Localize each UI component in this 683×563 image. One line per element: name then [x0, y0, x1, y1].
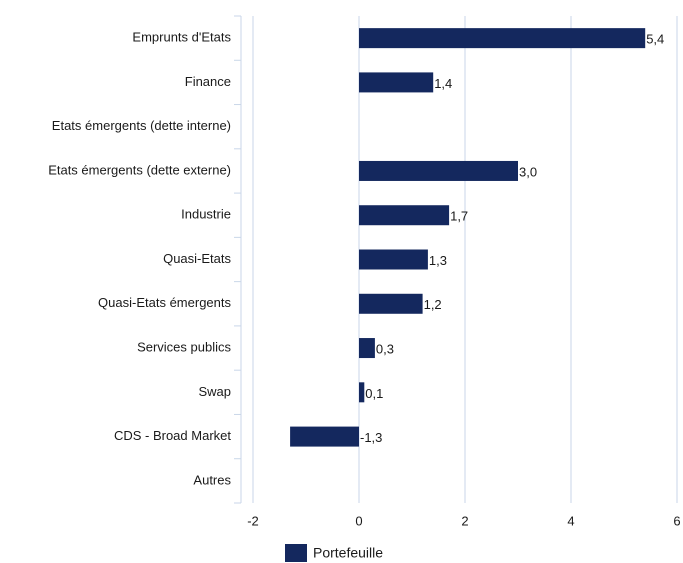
- value-label: 1,4: [434, 76, 452, 91]
- y-tick-label: Finance: [185, 74, 231, 89]
- y-tick-label: Swap: [198, 384, 231, 399]
- bar: [359, 249, 428, 270]
- bar: [359, 28, 646, 49]
- value-label: -1,3: [360, 430, 382, 445]
- y-tick-label: Etats émergents (dette externe): [48, 162, 231, 177]
- value-label: 0,3: [376, 341, 394, 356]
- y-tick-label: Services publics: [137, 339, 231, 354]
- x-tick-label: 4: [567, 513, 574, 528]
- legend-label: Portefeuille: [313, 545, 383, 561]
- bar: [290, 426, 359, 447]
- bar: [359, 338, 375, 359]
- value-label: 5,4: [646, 32, 664, 47]
- legend-swatch: [285, 544, 307, 562]
- value-label: 1,3: [429, 253, 447, 268]
- y-tick-label: Autres: [193, 472, 231, 487]
- y-tick-label: Quasi-Etats émergents: [98, 295, 231, 310]
- bar: [359, 293, 423, 314]
- y-tick-label: Quasi-Etats: [163, 251, 231, 266]
- value-label: 3,0: [519, 164, 537, 179]
- y-tick-label: Emprunts d'Etats: [132, 30, 231, 45]
- bar: [359, 205, 450, 226]
- value-label: 0,1: [365, 386, 383, 401]
- bar: [359, 382, 365, 403]
- value-label: 1,2: [424, 297, 442, 312]
- value-label: 1,7: [450, 209, 468, 224]
- y-tick-label: Industrie: [181, 207, 231, 222]
- x-tick-label: 0: [355, 513, 362, 528]
- y-tick-label: CDS - Broad Market: [114, 428, 231, 443]
- x-tick-label: -2: [247, 513, 259, 528]
- x-tick-label: 6: [673, 513, 680, 528]
- y-tick-label: Etats émergents (dette interne): [52, 118, 231, 133]
- bar: [359, 72, 434, 93]
- x-tick-label: 2: [461, 513, 468, 528]
- bar: [359, 160, 518, 181]
